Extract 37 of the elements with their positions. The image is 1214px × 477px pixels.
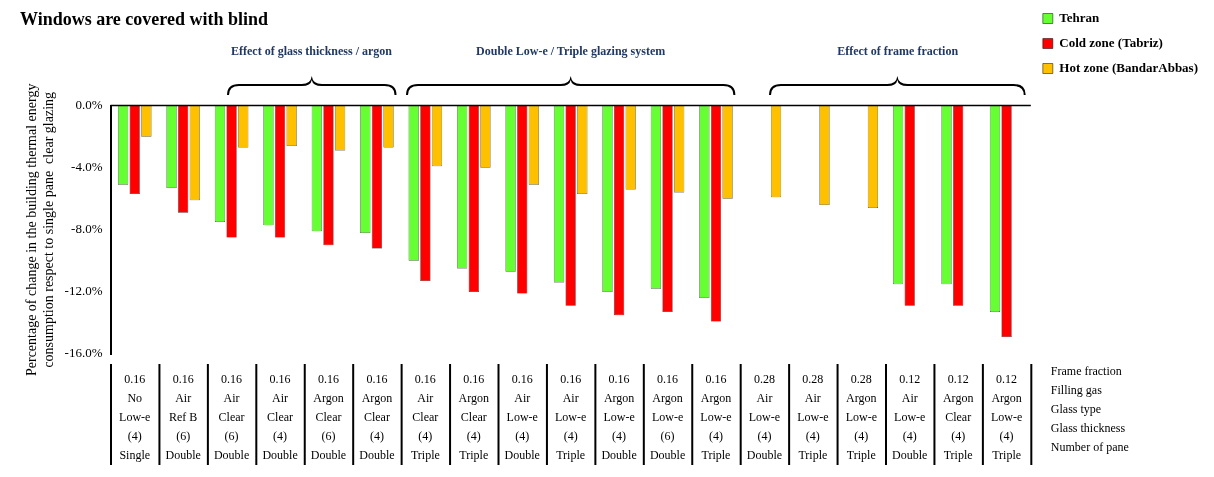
x-tick-label: 0.16 Air Ref B (6) Double [165, 371, 201, 462]
x-tick-label: 0.16 Argon Clear (4) Double [359, 371, 395, 462]
text: Frame fraction [1050, 363, 1122, 378]
chart-title: Windows are covered with blind [20, 9, 269, 30]
x-tick-label: 0.12 Air Low-e (4) Double [892, 371, 928, 462]
x-tick-label: 0.12 Argon Low-e (4) Triple [990, 371, 1023, 462]
legend-label: Hot zone (BandarAbbas) [1059, 59, 1199, 75]
x-tick-label: 0.16 Air Low-e (4) Triple [555, 371, 587, 462]
text: Effect of frame fraction [837, 43, 959, 59]
x-tick-label: 0.16 Argon Low-e (4) Double [601, 371, 637, 462]
x-tick-label: 0.16 Air Clear (4) Double [262, 371, 298, 462]
text: Number of pane [1050, 439, 1129, 454]
x-tick-label: 0.28 Air Low-e (4) Double [746, 371, 783, 462]
x-tick-label: 0.16 Argon Low-e (6) Double [649, 371, 686, 462]
x-tick-label: 0.16 Air Clear (4) Triple [410, 371, 440, 462]
y-tick-label: -12.0% [64, 283, 103, 299]
x-tick-label: 0.16 Air Low-e (4) Double [504, 371, 540, 462]
text: Glass type [1050, 401, 1102, 416]
x-tick-label: 0.16 Argon Low-e (4) Triple [700, 371, 732, 462]
x-tick-label: 0.16 Air Clear (6) Double [213, 371, 250, 462]
x-tick-label: 0.28 Air Low-e (4) Triple [797, 371, 829, 462]
text: Filling gas [1050, 382, 1103, 397]
x-tick-label: 0.16 Argon Clear (4) Triple [458, 371, 490, 462]
x-tick-label: 0.16 Argon Clear (6) Double [310, 371, 347, 462]
y-axis-title: Percentage of change in the building thermal energy consumption respect to single pane clear glazing [24, 83, 56, 377]
text: Effect of glass thickness / argon [231, 43, 393, 59]
y-tick-label: -4.0% [71, 159, 103, 175]
y-tick-label: 0.0% [75, 97, 103, 113]
y-tick-label: -16.0% [64, 345, 103, 361]
x-tick-label: 0.12 Argon Clear (4) Triple [942, 371, 974, 462]
legend-label: Cold zone (Tabriz) [1059, 34, 1163, 50]
y-tick-label: -8.0% [71, 221, 103, 237]
text: Glass thickness [1050, 420, 1126, 435]
text: Double Low-e / Triple glazing system [476, 43, 666, 59]
legend-label: Tehran [1059, 9, 1101, 25]
x-tick-label: 0.28 Argon Low-e (4) Triple [845, 371, 877, 462]
x-tick-label: 0.16 No Low-e (4) Single [119, 371, 151, 462]
